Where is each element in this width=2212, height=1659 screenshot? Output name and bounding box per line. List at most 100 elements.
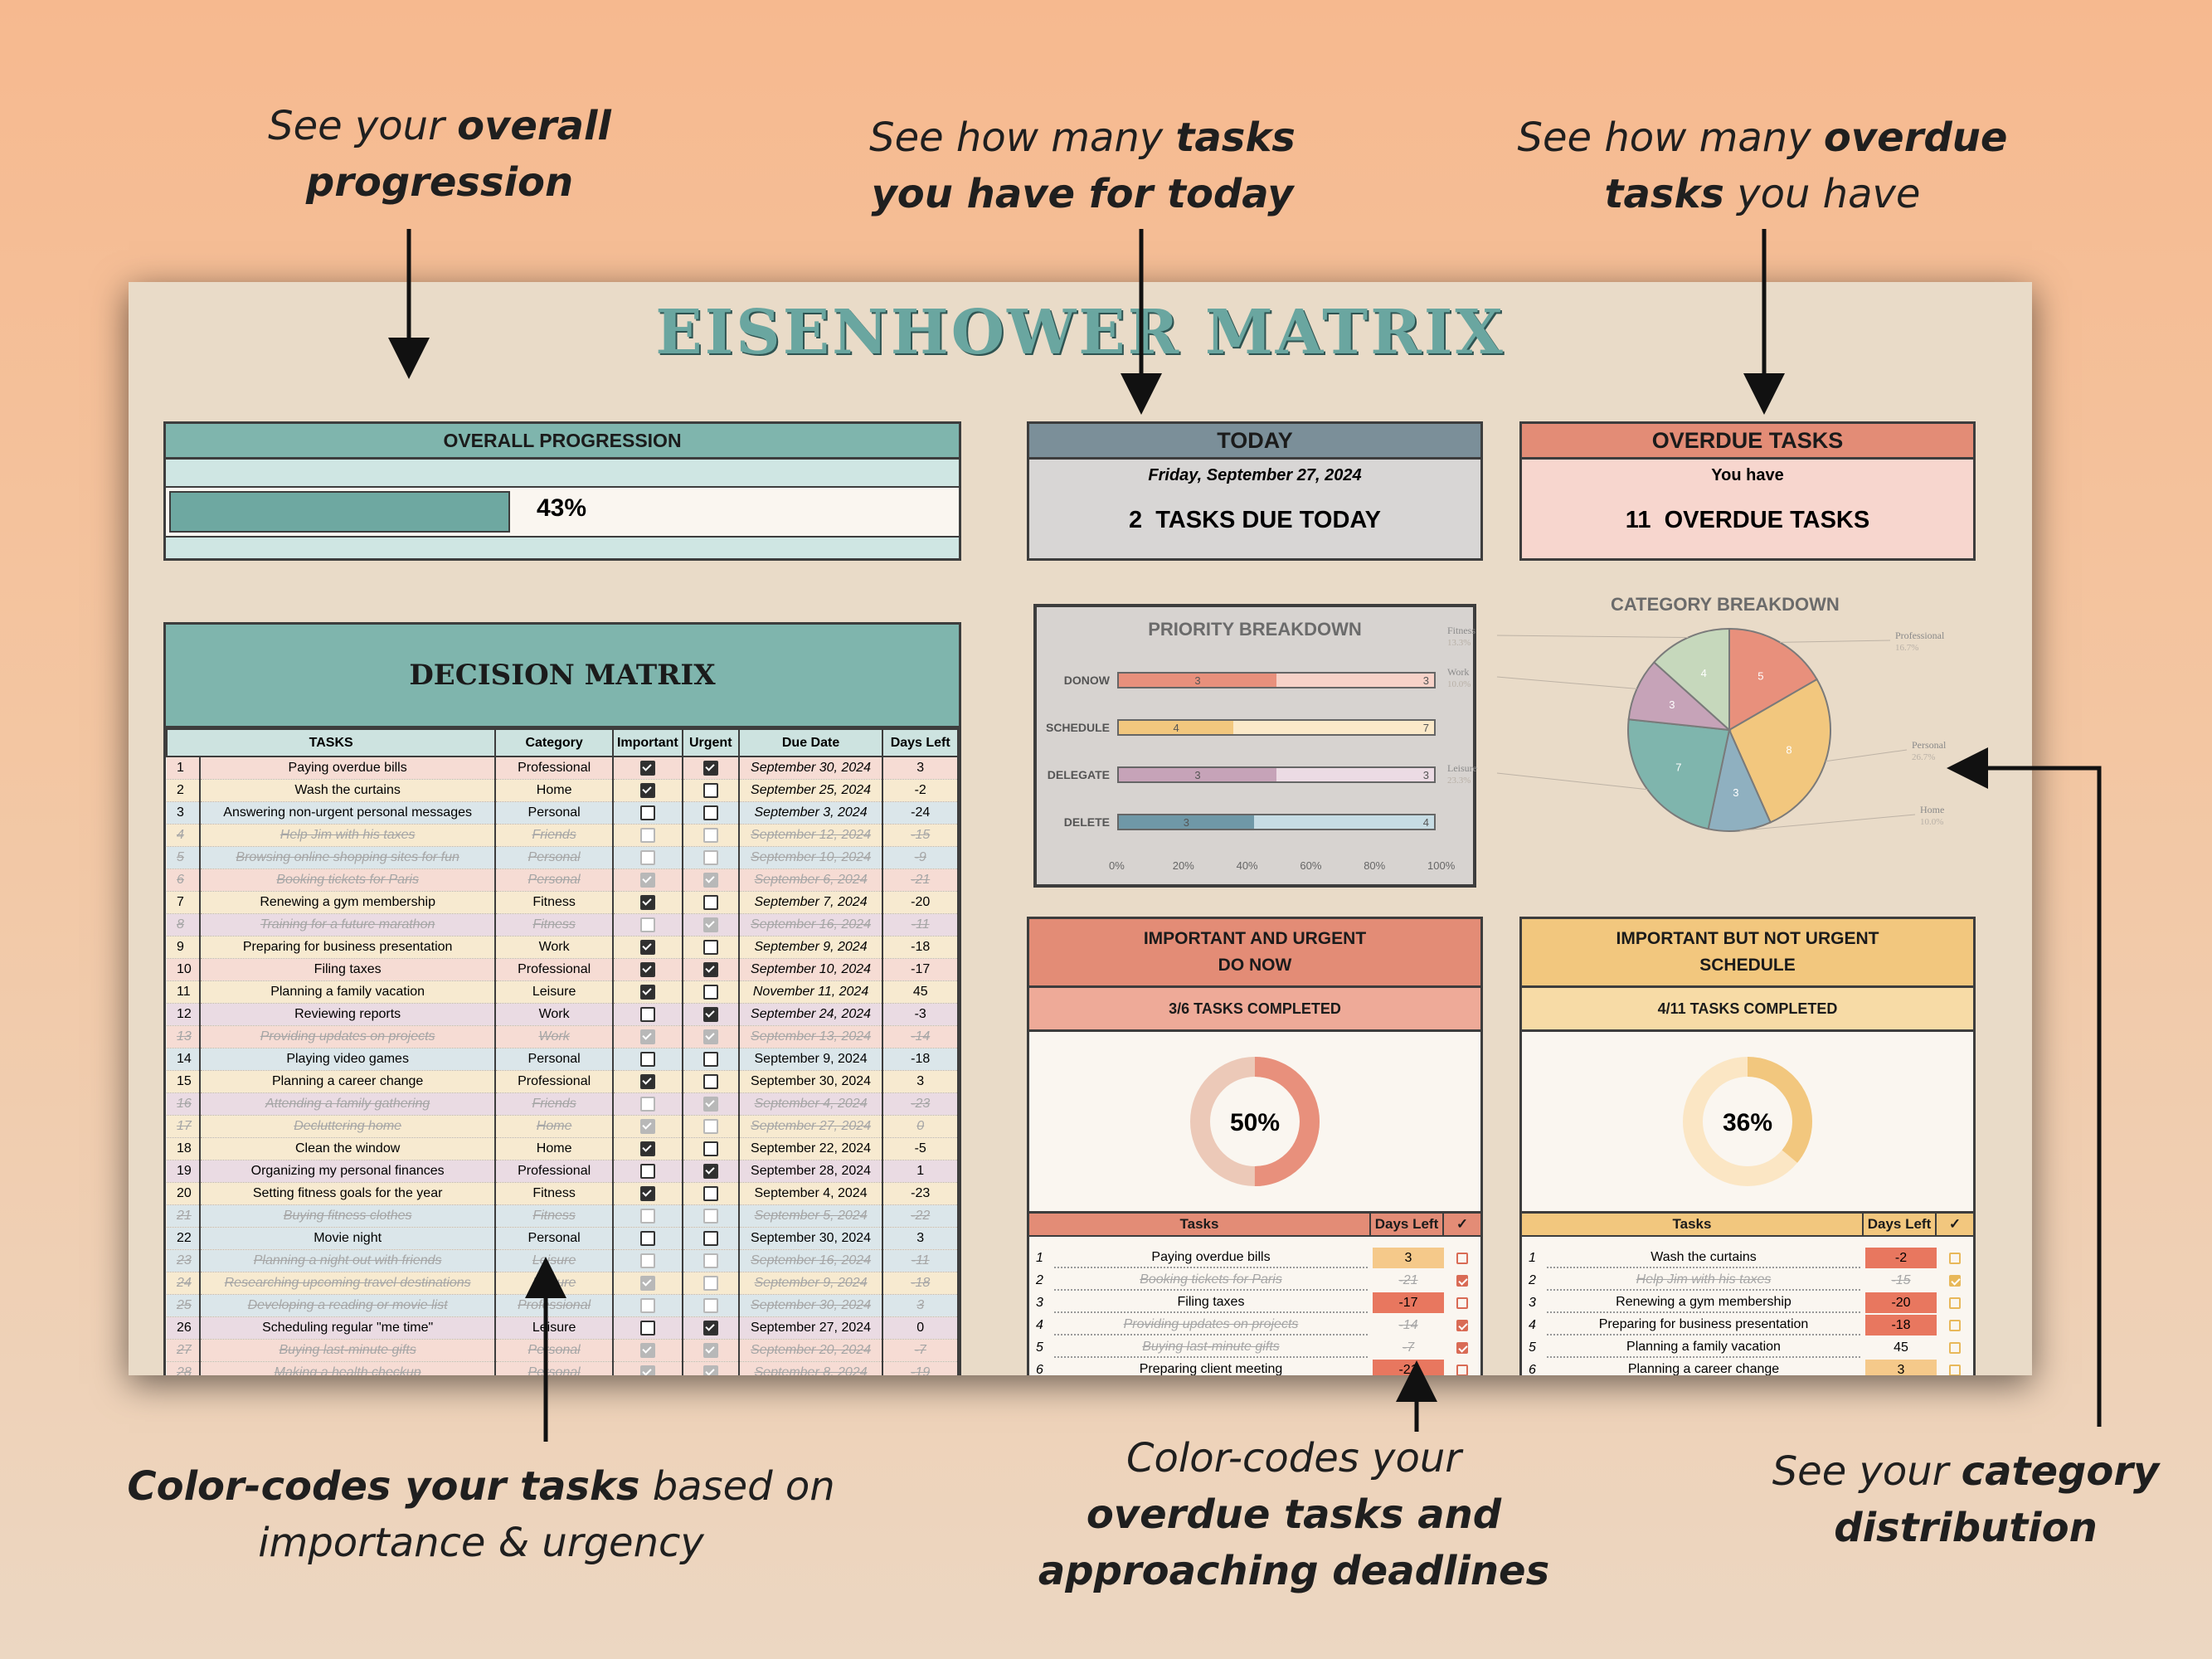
checkbox-empty-icon[interactable] (639, 1320, 655, 1335)
list-item[interactable]: 5 Planning a family vacation 45 (1522, 1336, 1973, 1359)
list-item[interactable]: 6 Preparing client meeting -21 (1029, 1359, 1480, 1375)
checkbox-checked-icon[interactable] (1949, 1274, 1961, 1287)
row-number[interactable]: 22 (167, 1227, 201, 1250)
task-name[interactable]: Help Jim with his taxes (199, 824, 497, 847)
row-number[interactable]: 24 (167, 1272, 201, 1295)
checkbox-empty-icon[interactable] (1949, 1252, 1961, 1264)
task-name[interactable]: Researching upcoming travel destinations (199, 1272, 497, 1295)
task-category[interactable]: Fitness (495, 1182, 614, 1205)
list-item[interactable]: 2 Booking tickets for Paris -21 (1029, 1269, 1480, 1292)
urgent-checkbox[interactable] (682, 1070, 740, 1093)
task-category[interactable]: Professional (495, 1160, 614, 1183)
urgent-checkbox[interactable] (682, 1227, 740, 1250)
important-checkbox[interactable] (612, 1092, 683, 1116)
table-row[interactable]: 4 Help Jim with his taxes Friends September… (167, 824, 959, 847)
table-row[interactable]: 19 Organizing my personal finances Profess… (167, 1160, 959, 1183)
checkbox-checked-icon[interactable] (639, 1275, 655, 1291)
checkbox-empty-icon[interactable] (702, 805, 718, 820)
checkbox-empty-icon[interactable] (639, 1163, 655, 1179)
checkbox-empty-icon[interactable] (702, 1073, 718, 1089)
urgent-checkbox[interactable] (682, 1249, 740, 1272)
checkbox-empty-icon[interactable] (639, 1006, 655, 1022)
important-checkbox[interactable] (612, 846, 683, 869)
table-row[interactable]: 25 Developing a reading or movie list Prof… (167, 1294, 959, 1317)
important-checkbox[interactable] (612, 1204, 683, 1228)
checkbox-empty-icon[interactable] (702, 1230, 718, 1246)
table-row[interactable]: 26 Scheduling regular "me time" Leisure Sep… (167, 1316, 959, 1340)
col-header-days-left[interactable]: Days Left (882, 728, 959, 757)
days-left[interactable]: -11 (882, 1249, 959, 1272)
checkbox-empty-icon[interactable] (702, 984, 718, 1000)
task-category[interactable]: Leisure (495, 1316, 614, 1340)
urgent-checkbox[interactable] (682, 936, 740, 959)
important-checkbox[interactable] (612, 1227, 683, 1250)
task-category[interactable]: Work (495, 1003, 614, 1026)
row-number[interactable]: 16 (167, 1092, 201, 1116)
checkbox-checked-icon[interactable] (702, 1342, 718, 1358)
table-row[interactable]: 17 Decluttering home Home September 27, 202… (167, 1115, 959, 1138)
due-date[interactable]: September 7, 2024 (738, 891, 884, 914)
task-category[interactable]: Personal (495, 868, 614, 892)
important-checkbox[interactable] (612, 779, 683, 802)
table-row[interactable]: 21 Buying fitness clothes Fitness September… (167, 1204, 959, 1228)
urgent-checkbox[interactable] (682, 801, 740, 825)
due-date[interactable]: September 16, 2024 (738, 1249, 884, 1272)
checkbox-checked-icon[interactable] (702, 961, 718, 977)
row-number[interactable]: 12 (167, 1003, 201, 1026)
checkbox-empty-icon[interactable] (702, 1051, 718, 1067)
checkbox-checked-icon[interactable] (1456, 1341, 1468, 1354)
due-date[interactable]: September 5, 2024 (738, 1204, 884, 1228)
task-name[interactable]: Planning a night out with friends (199, 1249, 497, 1272)
due-date[interactable]: September 20, 2024 (738, 1339, 884, 1362)
list-item[interactable]: 6 Planning a career change 3 (1522, 1359, 1973, 1375)
list-item[interactable]: 5 Buying last-minute gifts -7 (1029, 1336, 1480, 1359)
row-number[interactable]: 27 (167, 1339, 201, 1362)
col-header-tasks[interactable]: TASKS (165, 728, 497, 757)
important-checkbox[interactable] (612, 1294, 683, 1317)
important-checkbox[interactable] (612, 936, 683, 959)
checkbox-empty-icon[interactable] (639, 1230, 655, 1246)
checkbox-empty-icon[interactable] (702, 1297, 718, 1313)
table-row[interactable]: 8 Training for a future marathon Fitness Se… (167, 913, 959, 937)
task-name[interactable]: Reviewing reports (199, 1003, 497, 1026)
due-date[interactable]: September 24, 2024 (738, 1003, 884, 1026)
checkbox-empty-icon[interactable] (702, 1208, 718, 1224)
important-checkbox[interactable] (612, 824, 683, 847)
due-date[interactable]: September 30, 2024 (738, 1294, 884, 1317)
due-date[interactable]: September 30, 2024 (738, 1070, 884, 1093)
checkbox-empty-icon[interactable] (639, 1208, 655, 1224)
checkbox-checked-icon[interactable] (639, 939, 655, 955)
table-row[interactable]: 5 Browsing online shopping sites for fun P… (167, 846, 959, 869)
checkbox-checked-icon[interactable] (639, 894, 655, 910)
task-name[interactable]: Renewing a gym membership (199, 891, 497, 914)
checkbox-empty-icon[interactable] (639, 849, 655, 865)
urgent-checkbox[interactable] (682, 846, 740, 869)
table-row[interactable]: 2 Wash the curtains Home September 25, 2024… (167, 779, 959, 802)
urgent-checkbox[interactable] (682, 1182, 740, 1205)
task-category[interactable]: Personal (495, 801, 614, 825)
due-date[interactable]: September 28, 2024 (738, 1160, 884, 1183)
urgent-checkbox[interactable] (682, 824, 740, 847)
due-date[interactable]: September 27, 2024 (738, 1316, 884, 1340)
due-date[interactable]: September 4, 2024 (738, 1182, 884, 1205)
urgent-checkbox[interactable] (682, 757, 740, 780)
row-number[interactable]: 28 (167, 1361, 201, 1375)
col-header-important[interactable]: Important (611, 728, 683, 757)
checkbox-checked-icon[interactable] (639, 1073, 655, 1089)
task-name[interactable]: Providing updates on projects (199, 1025, 497, 1048)
task-category[interactable]: Friends (495, 824, 614, 847)
checkbox-empty-icon[interactable] (639, 917, 655, 932)
urgent-checkbox[interactable] (682, 958, 740, 981)
checkbox-empty-icon[interactable] (702, 1185, 718, 1201)
urgent-checkbox[interactable] (682, 1294, 740, 1317)
due-date[interactable]: September 9, 2024 (738, 936, 884, 959)
row-number[interactable]: 18 (167, 1137, 201, 1160)
checkbox-empty-icon[interactable] (702, 939, 718, 955)
task-category[interactable]: Personal (495, 1339, 614, 1362)
days-left[interactable]: -9 (882, 846, 959, 869)
task-name[interactable]: Attending a family gathering (199, 1092, 497, 1116)
due-date[interactable]: September 10, 2024 (738, 958, 884, 981)
checkbox-empty-icon[interactable] (702, 1141, 718, 1156)
task-name[interactable]: Organizing my personal finances (199, 1160, 497, 1183)
due-date[interactable]: November 11, 2024 (738, 980, 884, 1004)
